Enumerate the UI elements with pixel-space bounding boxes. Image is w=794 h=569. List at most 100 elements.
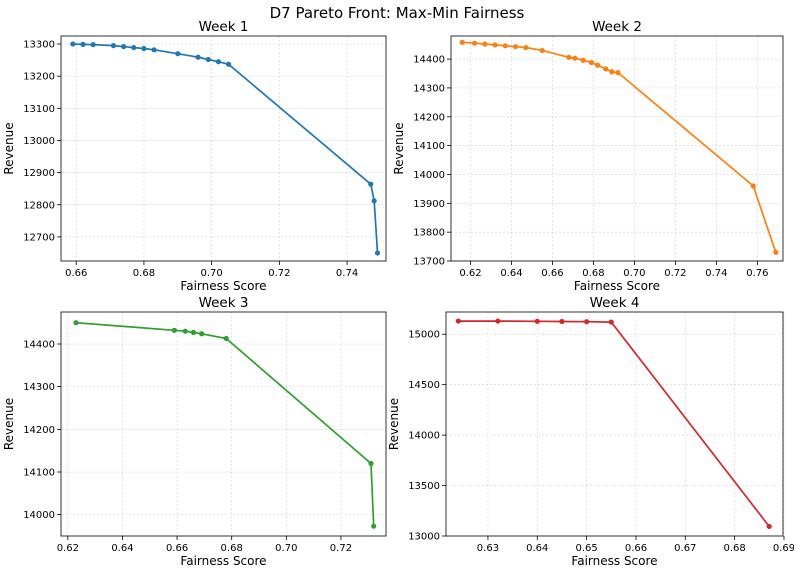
x-tick-label: 0.63 <box>477 543 499 554</box>
data-point <box>70 41 76 47</box>
data-point <box>584 319 590 325</box>
y-tick-label: 14000 <box>413 170 445 181</box>
chart-panel-2: 13700 13800 13900 14000 14100 14200 14300 14400… <box>392 19 784 293</box>
plot-frame <box>60 35 387 262</box>
panel-title: Week 2 <box>592 19 642 35</box>
y-tick-label: 12700 <box>23 232 55 243</box>
y-tick-label: 12900 <box>23 168 55 179</box>
data-point <box>512 44 519 50</box>
data-point <box>225 61 232 67</box>
data-point <box>110 43 117 49</box>
data-point <box>90 42 96 48</box>
data-point <box>368 460 374 467</box>
x-tick-label: 0.66 <box>65 268 87 279</box>
data-point <box>559 318 565 325</box>
y-tick-label: 14200 <box>413 112 445 123</box>
data-point <box>608 319 614 325</box>
data-point <box>492 42 498 48</box>
y-tick-label: 13300 <box>23 40 55 51</box>
x-tick-label: 0.62 <box>57 543 79 554</box>
x-tick-label: 0.68 <box>221 543 243 554</box>
data-point <box>182 328 188 334</box>
x-tick-label: 0.68 <box>582 268 604 279</box>
y-tick-label: 12800 <box>23 200 55 211</box>
data-point <box>580 57 586 63</box>
data-point <box>459 39 465 45</box>
x-tick-label: 0.70 <box>623 268 645 279</box>
panel-title: Week 1 <box>199 19 249 35</box>
x-axis-label: Fairness Score <box>180 279 266 293</box>
y-axis-label: Revenue <box>387 398 401 450</box>
x-tick-label: 0.72 <box>330 543 352 554</box>
x-tick-label: 0.67 <box>674 543 696 554</box>
data-point <box>199 331 205 337</box>
y-axis-label: Revenue <box>392 122 406 174</box>
data-point <box>151 47 157 53</box>
x-axis-label: Fairness Score <box>180 554 266 568</box>
y-tick-label: 14100 <box>413 141 445 152</box>
y-tick-label: 14000 <box>23 510 55 521</box>
data-point <box>495 318 501 324</box>
data-point <box>195 54 201 60</box>
data-point <box>766 523 772 530</box>
data-point <box>471 40 478 46</box>
panel-title: Week 3 <box>199 295 249 311</box>
data-point <box>609 69 615 75</box>
x-axis-label: Fairness Score <box>574 279 660 293</box>
y-tick-label: 14200 <box>23 425 55 436</box>
x-tick-label: 0.66 <box>625 543 647 554</box>
chart-panel-1: 12700 12800 12900 13000 13100 13200 13300 0.66 0… <box>2 19 387 293</box>
y-tick-label: 14100 <box>23 468 55 479</box>
data-point <box>603 66 609 72</box>
y-tick-label: 14000 <box>408 431 440 442</box>
data-point <box>80 41 86 47</box>
x-tick-label: 0.72 <box>268 268 290 279</box>
chart-panel-4: 13000 13500 14000 14500 15000 0.63 0.64 0.65 0.6… <box>387 295 794 568</box>
y-tick-label: 15000 <box>408 330 440 341</box>
chart-panel-3: 14000 14100 14200 14300 14400 0.62 0.64 0.66 0.6… <box>2 295 387 568</box>
y-tick-label: 14400 <box>413 55 445 66</box>
data-point <box>455 318 461 324</box>
data-point <box>750 183 756 189</box>
data-point <box>374 250 381 256</box>
data-point <box>539 47 545 54</box>
data-point <box>190 329 197 336</box>
x-tick-label: 0.68 <box>724 543 746 554</box>
data-point <box>615 70 621 76</box>
series-line <box>75 321 375 527</box>
y-tick-label: 14300 <box>23 382 55 393</box>
data-point <box>223 335 229 342</box>
plot-frame <box>60 311 387 537</box>
data-point <box>205 56 211 63</box>
data-point <box>171 327 177 333</box>
x-tick-label: 0.64 <box>526 543 548 554</box>
data-point <box>73 320 79 326</box>
data-point <box>572 55 578 61</box>
y-tick-label: 14300 <box>413 83 445 94</box>
panels: 12700 12800 12900 13000 13100 13200 13300 0.66 0… <box>2 19 794 568</box>
y-tick-label: 13700 <box>413 257 445 268</box>
x-tick-label: 0.74 <box>705 268 727 279</box>
x-tick-label: 0.64 <box>111 543 133 554</box>
y-axis-label: Revenue <box>2 122 16 174</box>
x-tick-label: 0.66 <box>166 543 188 554</box>
y-tick-label: 13200 <box>23 72 55 83</box>
figure-title: D7 Pareto Front: Max-Min Fairness <box>270 4 525 22</box>
x-tick-label: 0.76 <box>746 268 768 279</box>
data-point <box>215 59 222 65</box>
data-point <box>131 44 137 51</box>
y-tick-label: 14500 <box>408 380 440 391</box>
data-point <box>773 249 779 255</box>
y-tick-label: 13900 <box>413 199 445 210</box>
y-tick-label: 13000 <box>23 136 55 147</box>
data-point <box>371 198 377 204</box>
y-tick-label: 13800 <box>413 228 445 239</box>
y-axis-label: Revenue <box>2 398 16 450</box>
y-tick-label: 14400 <box>23 340 55 351</box>
data-point <box>594 62 601 68</box>
plot-frame <box>450 35 784 262</box>
x-tick-label: 0.65 <box>575 543 597 554</box>
data-point <box>566 54 572 60</box>
x-tick-label: 0.74 <box>336 268 358 279</box>
